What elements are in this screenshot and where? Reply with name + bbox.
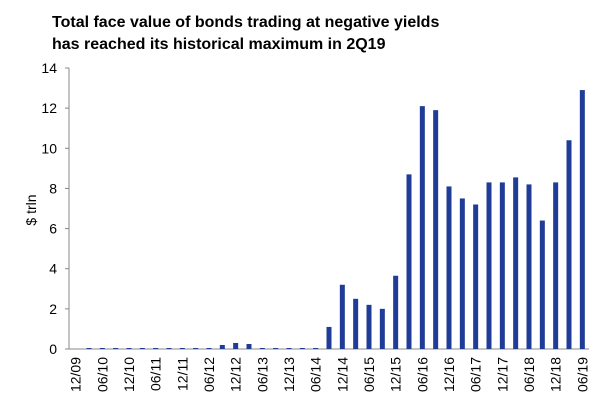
bar [299, 347, 305, 349]
bar [286, 347, 292, 349]
bar [339, 284, 345, 349]
bar [113, 347, 119, 349]
x-tick-label: 06/12 [201, 357, 217, 392]
x-tick-label: 12/12 [228, 357, 244, 392]
bar [219, 344, 225, 349]
bar [179, 347, 185, 349]
y-tick-label: 12 [41, 100, 57, 116]
bar [539, 220, 545, 349]
bar [99, 347, 105, 349]
bar [86, 347, 92, 349]
bar [499, 182, 505, 349]
y-tick-label: 8 [49, 180, 57, 196]
x-tick-label: 12/14 [334, 357, 350, 392]
bar [126, 347, 132, 349]
x-tick-label: 06/15 [361, 357, 377, 392]
y-tick-label: 6 [49, 221, 57, 237]
x-tick-label: 12/18 [548, 357, 564, 392]
y-tick-label: 4 [49, 261, 57, 277]
bar [473, 204, 479, 349]
bar [166, 347, 172, 349]
bar [206, 347, 212, 349]
bar [406, 174, 412, 349]
bar [326, 326, 332, 349]
bar [233, 342, 239, 349]
x-tick-label: 06/19 [574, 357, 590, 392]
bar [433, 110, 439, 350]
bar [486, 182, 492, 349]
x-tick-label: 06/17 [468, 357, 484, 392]
bar [273, 347, 279, 349]
y-axis-label: $ trln [23, 194, 39, 225]
y-tick-label: 2 [49, 301, 57, 317]
chart-title: Total face value of bonds trading at neg… [52, 14, 439, 31]
chart-title: has reached its historical maximum in 2Q… [52, 36, 386, 53]
x-tick-label: 06/11 [148, 357, 164, 391]
bar [553, 182, 559, 349]
bar [366, 304, 372, 349]
bar [579, 90, 585, 349]
bar [153, 347, 159, 349]
x-tick-label: 12/15 [388, 357, 404, 392]
bar [259, 347, 265, 349]
y-tick-label: 0 [49, 341, 57, 357]
bar [246, 343, 252, 349]
bar [193, 347, 199, 349]
bar [139, 347, 145, 349]
y-tick-label: 14 [41, 60, 57, 76]
bar [419, 106, 425, 349]
x-tick-label: 12/16 [441, 357, 457, 392]
bar [513, 177, 519, 349]
bar [313, 347, 319, 349]
x-tick-label: 12/17 [494, 357, 510, 392]
x-tick-label: 06/10 [94, 357, 110, 392]
x-tick-label: 06/16 [414, 357, 430, 392]
bar [393, 275, 399, 349]
x-tick-label: 06/13 [254, 357, 270, 392]
x-tick-label: 06/18 [521, 357, 537, 392]
bar [566, 140, 572, 349]
x-tick-label: 12/09 [68, 357, 84, 392]
bar [446, 186, 452, 349]
x-tick-label: 12/13 [281, 357, 297, 392]
bar [459, 198, 465, 349]
y-tick-label: 10 [41, 140, 57, 156]
bar [379, 308, 385, 349]
x-tick-label: 12/11 [174, 357, 190, 391]
bar [353, 298, 359, 349]
x-tick-label: 06/14 [308, 357, 324, 392]
x-tick-label: 12/10 [121, 357, 137, 392]
bar [526, 184, 532, 349]
